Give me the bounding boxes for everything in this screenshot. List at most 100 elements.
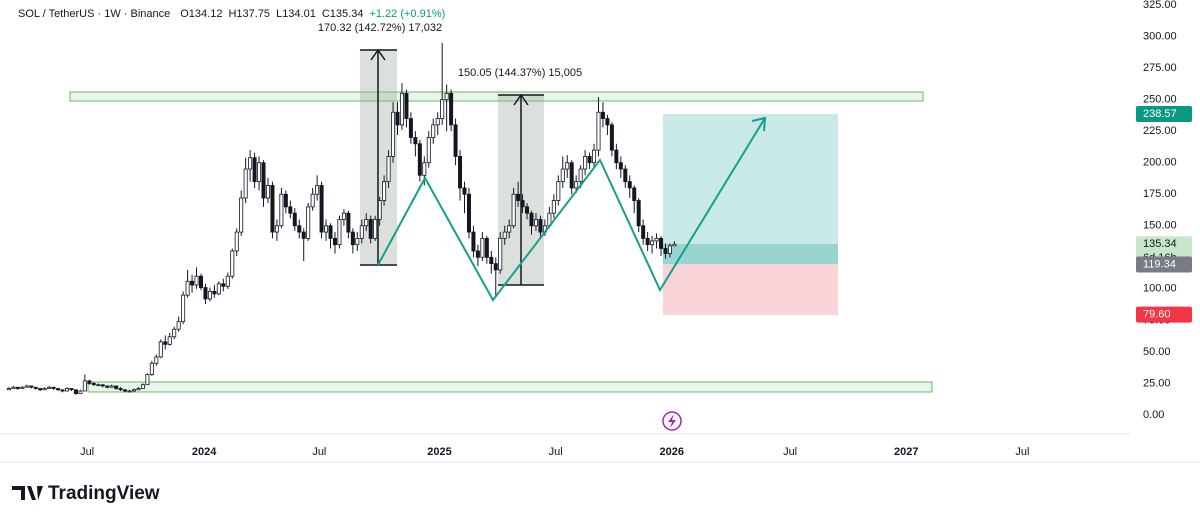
price-tag bbox=[1136, 306, 1192, 323]
candle-body bbox=[82, 380, 87, 392]
candle-body bbox=[475, 250, 480, 258]
y-tick-label: 200.00 bbox=[1143, 157, 1177, 169]
candle-body bbox=[466, 193, 471, 233]
candle-body bbox=[225, 275, 230, 287]
candle-body bbox=[315, 185, 320, 195]
candle-body bbox=[172, 328, 177, 338]
candle-body bbox=[194, 275, 199, 286]
candle-body bbox=[413, 137, 418, 145]
candle-body bbox=[382, 181, 387, 201]
candle-body bbox=[230, 250, 235, 277]
change: +1.22 (+0.91%) bbox=[369, 8, 445, 20]
y-tick-label: 325.00 bbox=[1143, 0, 1177, 11]
candle-body bbox=[596, 111, 601, 151]
candle-body bbox=[248, 157, 253, 170]
candle-body bbox=[216, 283, 221, 295]
candle-body bbox=[167, 336, 172, 345]
ohlc-value: 134.01 bbox=[282, 8, 316, 20]
candle-body bbox=[42, 388, 47, 391]
candle-body bbox=[6, 388, 11, 391]
candle-body bbox=[73, 389, 78, 394]
y-tick-label: 225.00 bbox=[1143, 125, 1177, 137]
y-tick-label: 275.00 bbox=[1143, 62, 1177, 74]
candle-body bbox=[319, 185, 324, 233]
candle-body bbox=[502, 231, 507, 239]
ohlc-key: O bbox=[180, 8, 189, 20]
support-zone bbox=[87, 381, 933, 393]
candle-body bbox=[408, 118, 413, 138]
candle-body bbox=[614, 149, 619, 164]
candle-body bbox=[131, 389, 136, 392]
candle-body bbox=[100, 384, 105, 387]
candle-body bbox=[391, 111, 396, 157]
x-tick-label: Jul bbox=[783, 446, 797, 458]
candle-body bbox=[641, 225, 646, 239]
candle-body bbox=[574, 181, 579, 189]
candle-body bbox=[632, 187, 637, 201]
candle-body bbox=[395, 111, 400, 126]
candle-body bbox=[565, 162, 570, 170]
candle-body bbox=[243, 168, 248, 199]
candle-body bbox=[480, 237, 485, 258]
resistance-zone bbox=[69, 91, 924, 102]
candle-body bbox=[453, 124, 458, 157]
y-tick-label: 250.00 bbox=[1143, 94, 1177, 106]
candle-body bbox=[373, 219, 378, 239]
x-tick-label: 2027 bbox=[894, 446, 918, 458]
header: SOL / TetherUS · 1W · Binance O134.12 H137… bbox=[18, 8, 445, 20]
candle-body bbox=[158, 341, 163, 358]
candle-body bbox=[337, 219, 342, 246]
candle-body bbox=[489, 256, 494, 265]
candle-body bbox=[426, 137, 431, 164]
candle-body bbox=[212, 290, 217, 295]
candle-body bbox=[636, 200, 641, 227]
candle-body bbox=[310, 193, 315, 208]
candle-body bbox=[114, 385, 119, 389]
candle-body bbox=[283, 193, 288, 208]
candle-body bbox=[346, 212, 351, 233]
candle-body bbox=[136, 388, 141, 391]
candle-body bbox=[24, 385, 29, 388]
candle-body bbox=[234, 231, 239, 252]
candle-body bbox=[257, 162, 262, 183]
candle-body bbox=[64, 388, 69, 392]
candle-body bbox=[672, 243, 677, 247]
ohlc-key: H bbox=[228, 8, 236, 20]
price-tag bbox=[1136, 106, 1192, 123]
candle-body bbox=[359, 225, 364, 239]
x-tick-label: 2026 bbox=[660, 446, 684, 458]
candle-body bbox=[190, 280, 195, 286]
candle-body bbox=[583, 156, 588, 170]
candle-body bbox=[493, 263, 498, 271]
candle-body bbox=[163, 341, 168, 345]
candle-body bbox=[332, 237, 337, 246]
candle-body bbox=[149, 362, 154, 376]
candle-body bbox=[105, 385, 110, 388]
candle-body bbox=[355, 237, 360, 246]
candle-body bbox=[96, 384, 101, 387]
candle-body bbox=[51, 386, 56, 389]
candle-body bbox=[525, 206, 530, 214]
symbol: SOL / TetherUS · 1W · Binance bbox=[18, 8, 170, 20]
ohlc-value: 134.12 bbox=[189, 8, 223, 20]
candle-body bbox=[435, 118, 440, 126]
candle-body bbox=[221, 283, 226, 287]
candle-body bbox=[252, 157, 257, 183]
candle-body bbox=[422, 162, 427, 176]
candle-body bbox=[38, 388, 43, 391]
candle-body bbox=[297, 225, 302, 233]
candle-body bbox=[431, 124, 436, 138]
candle-body bbox=[341, 212, 346, 220]
price-tag-label: 238.57 bbox=[1143, 108, 1177, 120]
candle-body bbox=[471, 231, 476, 252]
candle-body bbox=[279, 193, 284, 227]
candle-body bbox=[60, 389, 65, 392]
candle-body bbox=[650, 240, 655, 246]
candle-body bbox=[118, 388, 123, 391]
candle-body bbox=[176, 321, 181, 330]
target-zone bbox=[663, 114, 838, 244]
candle-body bbox=[600, 111, 605, 119]
candle-body bbox=[203, 287, 208, 300]
candle-body bbox=[140, 384, 145, 389]
